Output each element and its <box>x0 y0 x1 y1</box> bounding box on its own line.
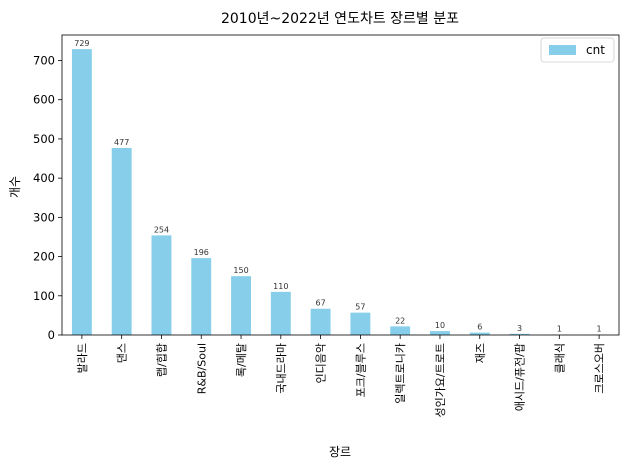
legend-swatch <box>549 45 576 55</box>
x-tick-label: 성인가요/트로트 <box>434 343 447 418</box>
data-label: 67 <box>316 299 326 308</box>
bar <box>430 331 450 335</box>
bar <box>151 235 172 335</box>
bar <box>111 147 132 335</box>
data-label: 196 <box>194 248 209 257</box>
data-label: 1 <box>597 325 602 334</box>
y-tick-label: 200 <box>33 250 55 264</box>
data-label: 254 <box>154 225 169 234</box>
y-tick-label: 0 <box>48 328 55 342</box>
x-tick-label: 클래식 <box>553 343 566 373</box>
x-tick-label: 록/메탈 <box>235 343 248 377</box>
x-tick-label: R&B/Soul <box>195 343 208 394</box>
data-label: 6 <box>477 323 482 332</box>
data-label: 477 <box>114 138 129 147</box>
x-tick-label: 포크/블루스 <box>354 343 367 397</box>
y-tick-label: 300 <box>33 210 55 224</box>
x-tick-label: 랩/힙합 <box>155 343 168 377</box>
y-tick-label: 400 <box>33 171 55 185</box>
chart-title: 2010년~2022년 연도차트 장르별 분포 <box>221 11 459 27</box>
bar <box>310 308 331 335</box>
y-tick-label: 500 <box>33 132 55 146</box>
data-label: 57 <box>355 303 365 312</box>
bar <box>350 312 371 335</box>
data-label: 729 <box>74 39 89 48</box>
plot-frame <box>61 34 620 336</box>
data-label: 1 <box>557 325 562 334</box>
bar <box>509 333 530 335</box>
x-tick-label: 애시드/퓨전/팝 <box>514 343 527 411</box>
bar <box>469 332 490 335</box>
bar <box>71 49 92 335</box>
x-tick-label: 발라드 <box>76 343 89 373</box>
data-label: 150 <box>233 266 248 275</box>
data-label: 3 <box>517 324 522 333</box>
x-tick-label: 인디음악 <box>315 343 328 383</box>
x-tick-label: 크로스오버 <box>593 343 606 394</box>
data-label: 10 <box>435 321 445 330</box>
data-label: 22 <box>395 316 405 325</box>
x-tick-label: 댄스 <box>116 343 129 363</box>
data-label: 110 <box>273 282 288 291</box>
bar <box>270 291 291 335</box>
y-axis-label: 개수 <box>8 176 22 198</box>
bar <box>390 326 411 335</box>
y-tick-label: 100 <box>33 289 55 303</box>
x-axis-label: 장르 <box>329 445 351 459</box>
bar <box>191 258 212 335</box>
legend-label: cnt <box>586 43 605 57</box>
x-tick-label: 일렉트로니카 <box>393 343 407 404</box>
x-tick-label: 국내드라마 <box>275 343 288 394</box>
bar <box>231 276 251 335</box>
y-tick-label: 700 <box>33 53 55 67</box>
x-tick-label: 재즈 <box>474 343 487 363</box>
legend-box <box>540 37 615 63</box>
y-tick-label: 600 <box>33 93 55 107</box>
